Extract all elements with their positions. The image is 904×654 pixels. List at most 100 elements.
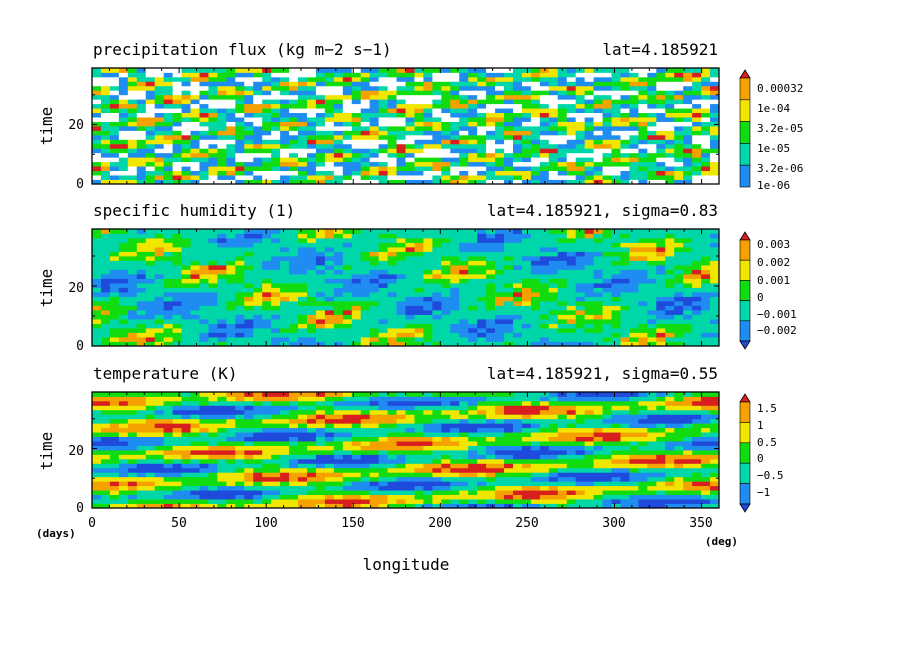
precip-cell — [432, 108, 442, 114]
temperature-cell — [163, 463, 174, 469]
precip-cell — [324, 112, 335, 118]
humidity-cell — [548, 265, 559, 270]
temperature-cell — [692, 445, 702, 451]
humidity-cell — [468, 323, 478, 329]
humidity-cell — [539, 296, 550, 302]
humidity-cell — [262, 337, 272, 342]
humidity-cell — [512, 265, 523, 270]
temperature-cell — [495, 499, 505, 504]
humidity-cell — [163, 283, 174, 288]
precip-cell — [208, 90, 218, 96]
precip-cell — [575, 175, 586, 180]
precip-cell — [539, 134, 550, 140]
precip-cell — [557, 103, 568, 109]
humidity-cell — [495, 274, 505, 279]
temperature-cell — [674, 454, 684, 460]
temperature-cell — [199, 467, 209, 473]
temperature-cell — [701, 499, 711, 504]
precip-cell — [298, 90, 308, 96]
humidity-cell — [387, 278, 397, 284]
precip-cell — [145, 112, 156, 118]
temperature-cell — [253, 432, 263, 438]
humidity-cell — [495, 323, 505, 329]
humidity-cell — [584, 310, 594, 315]
humidity-colorbar-segment — [739, 320, 751, 342]
temperature-cell — [468, 450, 478, 455]
humidity-cell — [244, 332, 254, 338]
precip-cell — [127, 112, 138, 118]
humidity-cell — [459, 328, 469, 333]
humidity-cell — [378, 301, 388, 306]
humidity-cell — [512, 278, 523, 284]
humidity-cell — [701, 238, 711, 243]
temperature-cell — [396, 494, 406, 500]
precip-cell — [92, 166, 102, 172]
precip-cell — [333, 94, 344, 100]
precip-cell — [378, 103, 388, 109]
precip-cell — [602, 68, 612, 73]
humidity-cell — [181, 319, 191, 324]
temperature-cell — [271, 476, 281, 482]
temperature-cell — [369, 467, 380, 473]
humidity-cell — [199, 332, 209, 338]
precip-cell — [495, 134, 505, 140]
precip-cell — [647, 112, 657, 118]
humidity-cell — [423, 233, 433, 239]
precip-cell — [369, 112, 380, 118]
humidity-cell — [136, 332, 147, 338]
temperature-cell — [512, 441, 523, 446]
humidity-cell — [199, 314, 209, 320]
humidity-cell — [459, 242, 469, 248]
humidity-cell — [665, 314, 675, 320]
precip-cell — [441, 112, 451, 118]
temperature-cell — [405, 472, 415, 478]
precip-cell — [289, 130, 299, 136]
humidity-cell — [324, 251, 335, 257]
humidity-cell — [512, 337, 523, 342]
temperature-cell — [414, 494, 424, 500]
humidity-cell — [360, 247, 371, 252]
precip-cell — [647, 103, 657, 109]
humidity-cell — [244, 310, 254, 315]
humidity-cell — [396, 319, 406, 324]
precip-cell — [387, 152, 397, 158]
humidity-cell — [432, 287, 442, 293]
humidity-cell — [683, 287, 693, 293]
temperature-cell — [396, 450, 406, 455]
temperature-cell — [244, 450, 254, 455]
humidity-cell — [566, 256, 577, 261]
precip-cell — [163, 99, 174, 105]
precip-cell — [414, 76, 424, 82]
precip-cell — [486, 179, 496, 185]
temperature-cell — [701, 436, 711, 442]
humidity-cell — [199, 233, 209, 239]
precip-cell — [262, 134, 272, 140]
precip-cell — [208, 130, 218, 136]
humidity-cell — [548, 274, 559, 279]
temperature-cell — [423, 450, 433, 455]
humidity-cell — [656, 292, 666, 297]
precip-cell — [163, 179, 174, 185]
precip-cell — [665, 76, 675, 82]
precip-cell — [602, 166, 612, 172]
precip-cell — [611, 103, 621, 109]
temperature-cell — [280, 458, 290, 464]
precip-cell — [701, 94, 711, 100]
precip-cb-label-1: 1e-04 — [757, 102, 790, 115]
precip-cell — [342, 103, 353, 109]
humidity-cell — [701, 287, 711, 293]
temperature-cell — [459, 476, 469, 482]
humidity-cell — [629, 283, 639, 288]
precip-cell — [145, 103, 156, 109]
humidity-cell — [414, 265, 424, 270]
temperature-cell — [584, 481, 594, 487]
temperature-cell — [701, 503, 711, 509]
temperature-cell — [262, 494, 272, 500]
precip-cell — [710, 166, 720, 172]
precip-cell — [262, 143, 272, 149]
precip-cell — [145, 94, 156, 100]
precip-cell — [145, 170, 156, 176]
humidity-cell — [244, 265, 254, 270]
precip-cell — [190, 148, 200, 154]
temperature-cell — [172, 490, 182, 496]
